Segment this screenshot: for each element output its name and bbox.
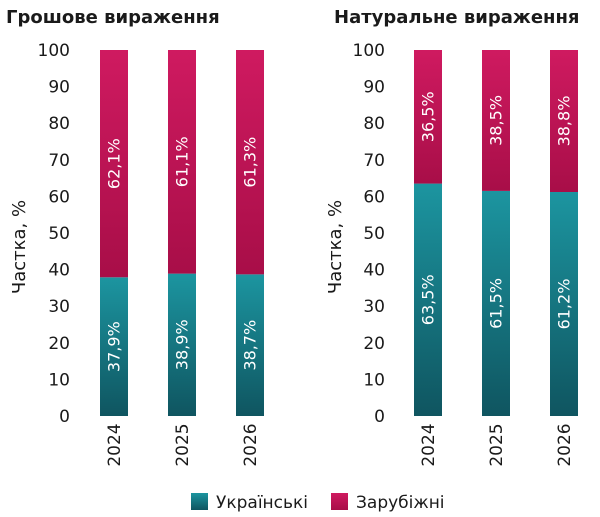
data-label-ukrainian-2024: 63,5% xyxy=(419,274,438,325)
data-label-ukrainian-2026: 38,7% xyxy=(241,320,260,371)
bar-ukrainian-2024 xyxy=(414,183,442,416)
legend-swatch-ukrainian xyxy=(191,493,208,510)
data-label-foreign-2024: 62,1% xyxy=(105,138,124,189)
y-tick-label: 100 xyxy=(38,41,70,61)
bar-foreign-2024 xyxy=(100,50,128,278)
data-label-ukrainian-2025: 38,9% xyxy=(173,319,192,370)
data-label-foreign-2026: 38,8% xyxy=(555,96,574,147)
x-tick-label: 2024 xyxy=(105,423,125,466)
y-tick-label: 90 xyxy=(48,78,70,98)
y-tick-label: 80 xyxy=(363,114,385,134)
data-label-foreign-2024: 36,5% xyxy=(419,91,438,142)
legend-swatch-foreign xyxy=(331,493,348,510)
y-tick-label: 30 xyxy=(363,297,385,317)
y-tick-label: 50 xyxy=(363,224,385,244)
y-tick-label: 40 xyxy=(48,261,70,281)
panel-money: Грошове вираження Частка, % 0 10 20 30 40 50 60 7… xyxy=(6,7,264,467)
bar-ukrainian-2025 xyxy=(168,273,196,416)
y-tick-label: 0 xyxy=(374,407,385,427)
y-tick-label: 10 xyxy=(48,370,70,390)
bar-foreign-2025 xyxy=(168,50,196,274)
bar-ukrainian-2026 xyxy=(550,192,578,416)
chart-title: Грошове вираження xyxy=(6,7,220,28)
y-tick-label: 60 xyxy=(363,187,385,207)
legend: Українські Зарубіжні xyxy=(191,493,445,513)
y-tick-label: 70 xyxy=(48,151,70,171)
y-tick-label: 20 xyxy=(363,334,385,354)
x-tick-label: 2026 xyxy=(555,423,575,466)
y-axis-label: Частка, % xyxy=(325,200,346,294)
bar-foreign-2024 xyxy=(414,50,442,184)
y-tick-label: 70 xyxy=(363,151,385,171)
legend-label-ukrainian: Українські xyxy=(216,493,308,513)
y-tick-label: 50 xyxy=(48,224,70,244)
x-tick-label: 2026 xyxy=(241,423,261,466)
x-tick-label: 2025 xyxy=(173,423,193,466)
y-tick-label: 100 xyxy=(353,41,385,61)
y-tick-label: 20 xyxy=(48,334,70,354)
y-tick-label: 40 xyxy=(363,261,385,281)
bar-ukrainian-2025 xyxy=(482,190,510,416)
bar-foreign-2026 xyxy=(550,50,578,193)
data-label-ukrainian-2024: 37,9% xyxy=(105,321,124,372)
bar-ukrainian-2024 xyxy=(100,277,128,416)
x-tick-label: 2025 xyxy=(487,423,507,466)
y-tick-label: 90 xyxy=(363,78,385,98)
data-label-ukrainian-2025: 61,5% xyxy=(487,278,506,329)
y-tick-label: 80 xyxy=(48,114,70,134)
data-label-foreign-2026: 61,3% xyxy=(241,137,260,188)
data-label-foreign-2025: 61,1% xyxy=(173,136,192,187)
data-label-ukrainian-2026: 61,2% xyxy=(555,279,574,330)
y-tick-label: 30 xyxy=(48,297,70,317)
y-tick-label: 10 xyxy=(363,370,385,390)
data-label-foreign-2025: 38,5% xyxy=(487,95,506,146)
y-axis-label: Частка, % xyxy=(9,200,30,294)
bar-foreign-2025 xyxy=(482,50,510,191)
legend-label-foreign: Зарубіжні xyxy=(356,493,445,513)
x-tick-label: 2024 xyxy=(419,423,439,466)
y-tick-label: 60 xyxy=(48,187,70,207)
bar-ukrainian-2026 xyxy=(236,274,264,416)
panel-natural: Натуральне вираження Частка, % 0 10 20 30 40 50… xyxy=(325,7,579,467)
chart-title: Натуральне вираження xyxy=(334,7,579,28)
y-tick-label: 0 xyxy=(59,407,70,427)
bar-foreign-2026 xyxy=(236,50,264,275)
